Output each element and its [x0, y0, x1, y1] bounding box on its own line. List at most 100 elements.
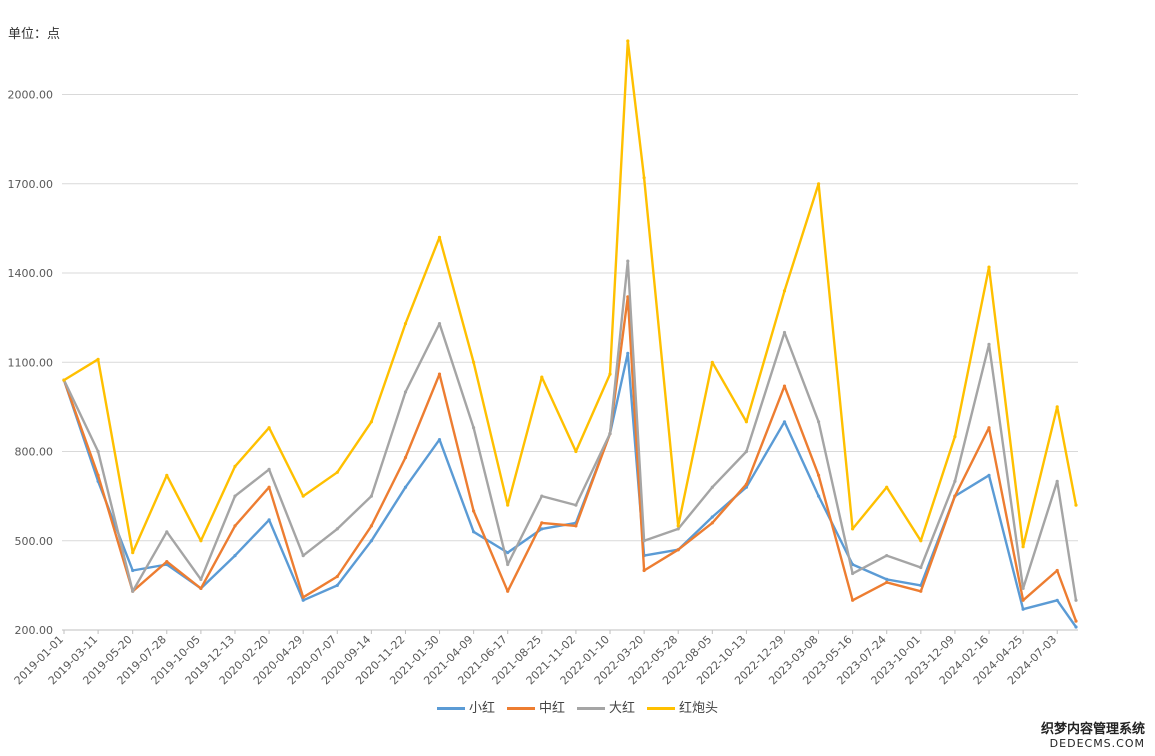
data-point-4 — [369, 420, 373, 424]
data-point-3 — [710, 485, 714, 489]
data-point-3 — [987, 342, 991, 346]
y-tick-label: 800.00 — [15, 446, 54, 459]
legend-item-1: 小红 — [436, 697, 495, 716]
data-point-2 — [953, 494, 957, 498]
data-point-4 — [1055, 405, 1059, 409]
data-point-3 — [953, 479, 957, 483]
series-line-2 — [62, 295, 1078, 623]
series-line-3 — [62, 259, 1078, 602]
data-point-3 — [506, 562, 510, 567]
data-point-1 — [540, 527, 544, 531]
data-point-2 — [744, 482, 749, 486]
legend-swatch — [506, 707, 535, 710]
data-point-3 — [1055, 479, 1059, 483]
data-point-2 — [987, 426, 991, 430]
legend-swatch — [577, 707, 605, 710]
data-point-2 — [782, 384, 787, 388]
data-point-2 — [540, 521, 544, 525]
data-point-4 — [165, 473, 169, 477]
data-point-3 — [676, 527, 680, 531]
data-point-3 — [642, 539, 646, 543]
data-point-4 — [642, 176, 646, 180]
legend-label: 中红 — [538, 701, 565, 716]
data-point-4 — [608, 372, 612, 376]
data-point-3 — [851, 571, 855, 576]
data-point-4 — [885, 485, 889, 489]
data-point-4 — [817, 182, 821, 186]
data-point-2 — [233, 524, 237, 528]
data-point-2 — [851, 598, 855, 602]
unit-label: 单位：点 — [8, 27, 61, 42]
legend-swatch — [647, 707, 676, 710]
data-point-3 — [744, 449, 749, 454]
data-point-3 — [608, 432, 612, 436]
data-point-4 — [540, 375, 544, 379]
data-point-3 — [403, 390, 408, 394]
data-point-2 — [817, 473, 821, 477]
y-tick-label: 1400.00 — [8, 267, 54, 280]
data-point-3 — [885, 554, 889, 558]
data-point-1 — [437, 438, 442, 442]
data-point-4 — [851, 527, 855, 531]
data-point-3 — [369, 494, 373, 498]
data-point-3 — [626, 259, 630, 263]
data-point-4 — [744, 420, 749, 424]
data-point-4 — [626, 39, 630, 43]
data-point-4 — [403, 322, 408, 326]
data-point-2 — [1021, 598, 1025, 602]
data-point-4 — [919, 539, 923, 543]
data-point-4 — [574, 449, 578, 454]
data-point-2 — [165, 560, 169, 564]
chart-legend: 小红 中红 大红 红炮头 — [0, 697, 1155, 716]
data-point-1 — [626, 351, 630, 355]
series-line-4 — [62, 39, 1078, 554]
data-point-1 — [301, 598, 305, 602]
watermark-en: DEDECMS.COM — [1049, 737, 1145, 750]
data-point-4 — [335, 470, 339, 474]
data-point-1 — [267, 518, 271, 522]
data-point-2 — [506, 589, 510, 593]
data-point-3 — [199, 577, 203, 582]
data-point-3 — [919, 565, 923, 570]
data-point-4 — [953, 435, 957, 439]
data-point-4 — [1021, 545, 1025, 549]
data-point-4 — [437, 235, 442, 239]
data-point-1 — [817, 494, 821, 498]
data-point-2 — [885, 580, 889, 585]
data-point-3 — [782, 330, 787, 335]
data-point-2 — [1074, 619, 1078, 623]
data-point-1 — [885, 577, 889, 582]
legend-label: 小红 — [468, 701, 495, 716]
data-point-1 — [506, 551, 510, 555]
data-point-1 — [710, 515, 714, 519]
data-point-3 — [267, 467, 271, 471]
data-point-2 — [403, 455, 408, 460]
watermark: 织梦内容管理系统 DEDECMS.COM — [1023, 718, 1145, 750]
data-point-2 — [267, 485, 271, 489]
legend-item-4: 红炮头 — [647, 697, 718, 716]
data-point-4 — [267, 426, 271, 430]
data-point-3 — [574, 503, 578, 507]
data-point-2 — [1055, 568, 1059, 573]
data-point-1 — [335, 583, 339, 588]
data-point-2 — [676, 548, 680, 552]
data-point-3 — [437, 322, 442, 326]
data-point-4 — [131, 551, 135, 555]
data-point-1 — [131, 568, 135, 573]
data-point-3 — [233, 494, 237, 498]
data-point-3 — [335, 527, 339, 531]
data-point-3 — [131, 589, 135, 593]
data-point-2 — [919, 589, 923, 593]
y-tick-label: 2000.00 — [8, 89, 54, 102]
data-point-3 — [472, 426, 476, 430]
data-point-3 — [817, 420, 821, 424]
data-point-2 — [335, 574, 339, 579]
data-point-3 — [96, 449, 100, 454]
data-point-1 — [1055, 598, 1059, 602]
data-point-4 — [506, 503, 510, 507]
data-point-4 — [710, 360, 714, 364]
data-point-3 — [540, 494, 544, 498]
data-point-4 — [987, 265, 991, 269]
y-tick-label: 200.00 — [15, 624, 54, 637]
series-line-1 — [62, 352, 1078, 629]
